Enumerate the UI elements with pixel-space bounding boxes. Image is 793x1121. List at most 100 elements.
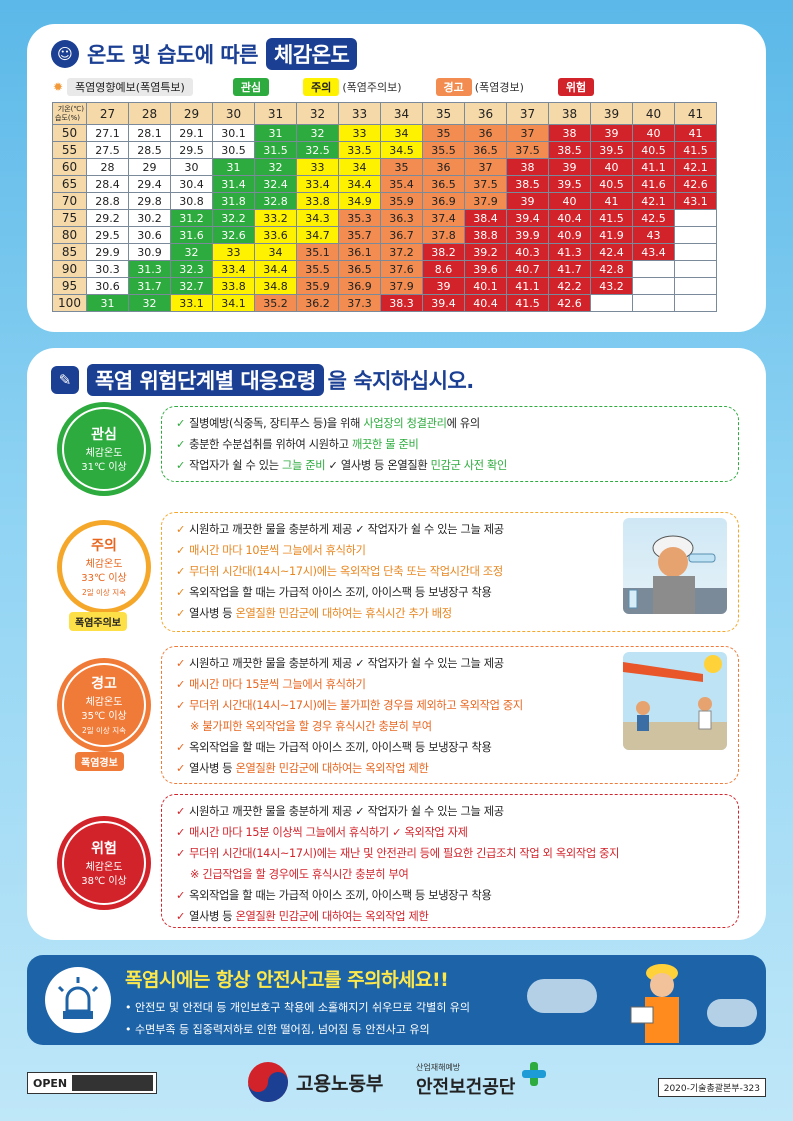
check-icon: ✓ [176, 826, 186, 839]
heat-index-cell: 31.5 [254, 141, 297, 159]
heat-index-cell: 38.5 [548, 141, 591, 159]
heat-index-cell: 39.5 [590, 141, 633, 159]
heat-index-cell: 31.6 [170, 226, 213, 244]
legend-paren: (폭염주의보) [342, 81, 402, 94]
heat-index-cell: 34 [380, 124, 423, 142]
humidity-header: 65 [52, 175, 87, 193]
highlighted-text: 무더위 시간대(14시~17시)에는 재난 및 안전관리 등에 필요한 긴급조치… [189, 847, 620, 860]
heat-index-cell: 40.3 [506, 243, 549, 261]
open-logo: OPEN [33, 1076, 68, 1090]
table-row: 85 29.9 30.9 32 33 34 35.1 36.1 37.2 38.2 39.2 40.3… [52, 243, 717, 261]
heat-index-cell: 33.8 [296, 192, 339, 210]
plain-text: 질병예방(식중독, 장티푸스 등)을 위해 [189, 417, 364, 430]
check-icon: ✓ [176, 523, 186, 536]
highlighted-text: 매시간 마다 15분 이상씩 그늘에서 휴식하기 ✓ 옥외작업 자제 [189, 826, 468, 839]
table-row: 50 27.1 28.1 29.1 30.1 31 32 33 34 35 36 37 38 39 40 41 [52, 124, 717, 142]
highlighted-text: 매시간 마다 15분씩 그늘에서 휴식하기 [189, 678, 366, 691]
legend-level: 위험 [557, 78, 595, 96]
level-danger-items: ✓ 시원하고 깨끗한 물을 충분하게 제공 ✓ 작업자가 쉴 수 있는 그늘 제공… [161, 794, 739, 928]
guideline-item: ✓ 옥외작업을 할 때는 가급적 아이스 조끼, 아이스팩 등 보냉장구 착용 [176, 885, 724, 906]
legend-chip: 위험 [557, 78, 595, 96]
level-caution-tag: 폭염주의보 [69, 612, 127, 631]
heat-index-cell: 38 [548, 124, 591, 142]
heat-index-cell: 30.1 [212, 124, 255, 142]
heat-index-cell: 41.5 [590, 209, 633, 227]
heat-index-cell: 35.9 [296, 277, 339, 295]
heat-index-cell: 29.5 [86, 226, 129, 244]
table-corner: 기온(℃) 습도(%) [52, 102, 87, 125]
highlighted-text: 온열질환 민감군에 대하여는 옥외작업 제한 [235, 762, 429, 775]
heat-index-cell: 41.5 [674, 141, 717, 159]
heat-index-cell: 42.6 [548, 294, 591, 312]
highlighted-text: 무더위 시간대(14시~17시)에는 옥외작업 단축 또는 작업시간대 조정 [189, 565, 503, 578]
humidity-header: 95 [52, 277, 87, 295]
heat-index-cell: 36.5 [464, 141, 507, 159]
heat-index-cell: 36.9 [338, 277, 381, 295]
temperature-header: 40 [632, 102, 675, 125]
heat-index-cell: 38.4 [464, 209, 507, 227]
heat-index-cell: 32 [170, 243, 213, 261]
humidity-header: 70 [52, 192, 87, 210]
plain-text: 시원하고 깨끗한 물을 충분하게 제공 ✓ 작업자가 쉴 수 있는 그늘 제공 [189, 657, 504, 670]
check-icon: ✓ [176, 889, 186, 902]
heat-index-cell: 37.5 [464, 175, 507, 193]
highlighted-text: 온열질환 민감군에 대하여는 옥외작업 제한 [235, 910, 429, 923]
heat-index-cell [674, 260, 717, 278]
legend-level: 관심 [232, 78, 270, 96]
heat-index-cell: 42.1 [674, 158, 717, 176]
heat-index-cell: 31 [86, 294, 129, 312]
level-warning-items: ✓ 시원하고 깨끗한 물을 충분하게 제공 ✓ 작업자가 쉴 수 있는 그늘 제공… [161, 646, 739, 784]
guideline-item: ✓ 열사병 등 온열질환 민감군에 대하여는 휴식시간 추가 배정 [176, 603, 724, 624]
heat-index-cell: 32.8 [254, 192, 297, 210]
heat-index-cell [632, 260, 675, 278]
legend-levels: 관심 주의 (폭염주의보) 경고 (폭염경보) 위험 [232, 78, 628, 96]
plain-text: 열사병 등 [189, 762, 236, 775]
guideline-item: ※ 긴급작업을 할 경우에도 휴식시간 충분히 부여 [176, 864, 724, 885]
legend-chip: 경고 [435, 78, 472, 96]
heat-index-cell [674, 209, 717, 227]
agency-name: 안전보건공단 [416, 1077, 516, 1098]
heat-index-cell: 39.6 [464, 260, 507, 278]
banner-title: 폭염시에는 항상 안전사고를 주의하세요!! [125, 969, 449, 991]
section2-heading: ✎ 폭염 위험단계별 대응요령 을 숙지하십시오. [51, 364, 474, 396]
heat-index-cell: 35.9 [380, 192, 423, 210]
section2-title-rest: 을 숙지하십시오. [327, 369, 475, 393]
heat-index-cell: 35.1 [296, 243, 339, 261]
level-warning-name: 경고 [91, 675, 117, 692]
heat-index-cell: 29 [128, 158, 171, 176]
ministry-name: 고용노동부 [296, 1072, 384, 1095]
check-icon: ✓ [176, 657, 186, 670]
highlighted-text: 무더위 시간대(14시~17시)에는 불가피한 경우를 제외하고 옥외작업 중지 [189, 699, 523, 712]
heat-index-cell: 35.5 [296, 260, 339, 278]
heat-index-cell: 41.9 [590, 226, 633, 244]
check-icon: ✓ [176, 847, 186, 860]
legend-paren: (폭염경보) [474, 81, 524, 94]
heat-index-cell: 39.9 [506, 226, 549, 244]
heat-index-cell: 30.2 [128, 209, 171, 227]
heat-index-cell [674, 226, 717, 244]
guideline-item: ✓ 시원하고 깨끗한 물을 충분하게 제공 ✓ 작업자가 쉴 수 있는 그늘 제공 [176, 519, 724, 540]
heat-index-cell: 30.9 [128, 243, 171, 261]
level-danger-line1: 체감온도 [85, 861, 123, 873]
heat-index-cell: 27.5 [86, 141, 129, 159]
worker-drinking-water-illustration [623, 518, 727, 614]
heat-index-cell: 34.1 [212, 294, 255, 312]
sun-bullet-icon: ✹ [53, 80, 64, 94]
safety-officer-illustration [627, 959, 697, 1043]
agency-small: 산업재해예방 [416, 1063, 461, 1072]
heat-index-cell: 35 [422, 124, 465, 142]
highlighted-text: 민감군 사전 확인 [430, 459, 508, 472]
heat-index-cell [590, 294, 633, 312]
heat-index-cell: 41.7 [548, 260, 591, 278]
heat-index-cell: 40 [590, 158, 633, 176]
plain-text: 옥외작업을 할 때는 가급적 아이스 조끼, 아이스팩 등 보냉장구 착용 [189, 889, 492, 902]
heat-index-cell: 32.4 [254, 175, 297, 193]
guideline-item: ✓ 무더위 시간대(14시~17시)에는 옥외작업 단축 또는 작업시간대 조정 [176, 561, 724, 582]
heat-index-table: 기온(℃) 습도(%) 27 28 29 30 31 32 33 34 35 36 37 38 39 40 41… [52, 102, 717, 312]
heat-index-cell: 33.4 [296, 175, 339, 193]
heat-index-cell: 32 [254, 158, 297, 176]
guideline-item: ✓ 충분한 수분섭취를 위하여 시원하고 깨끗한 물 준비 [176, 434, 724, 455]
heat-index-cell: 28.1 [128, 124, 171, 142]
level-interest-line1: 체감온도 [85, 447, 123, 459]
heat-index-cell: 34 [254, 243, 297, 261]
